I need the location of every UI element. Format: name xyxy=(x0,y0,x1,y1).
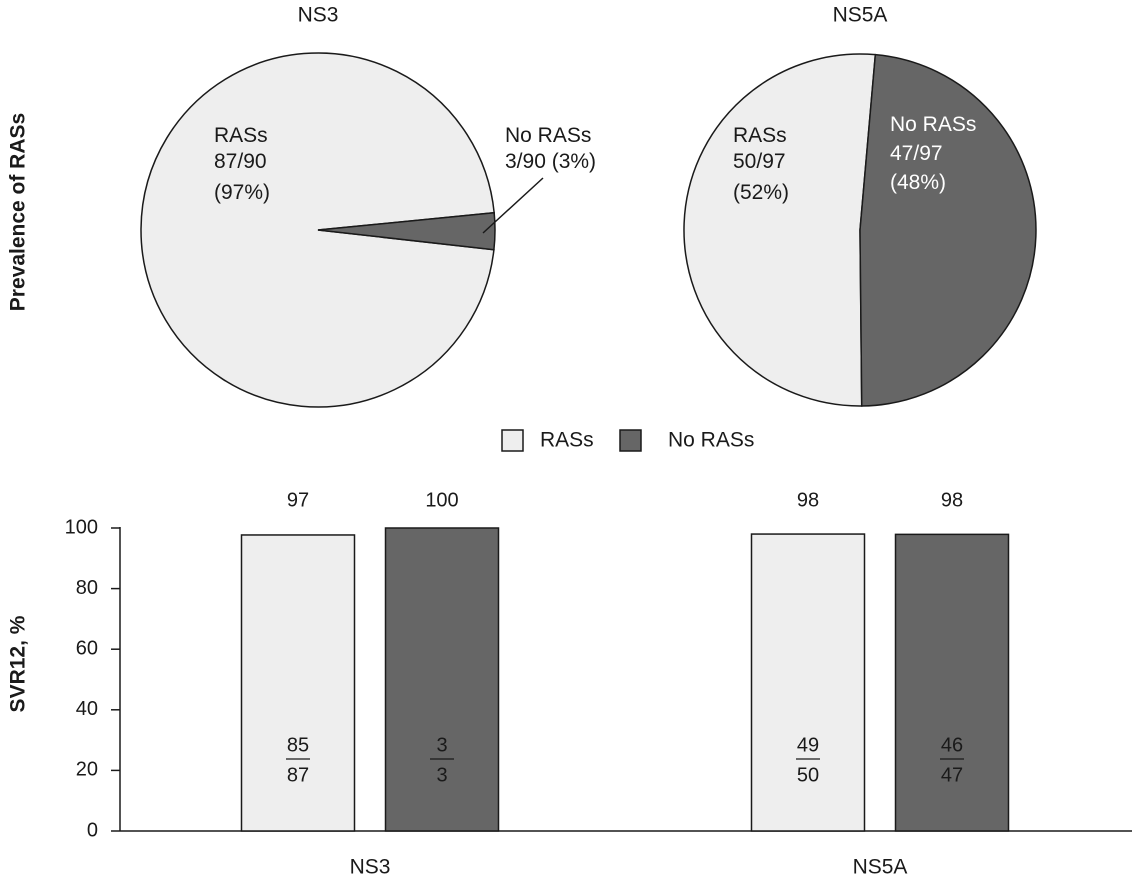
pie-ns3-slice-ras xyxy=(140,52,495,408)
legend-label-ras: RASs xyxy=(540,429,594,452)
bar-fraction-numerator-ns3-ras: 85 xyxy=(287,734,309,756)
pie-ns3-no-ras-label-name: No RASs xyxy=(505,124,591,147)
legend-label-no-ras: No RASs xyxy=(668,429,754,452)
bar-fraction-numerator-ns5a-ras: 49 xyxy=(797,734,819,756)
bar-value-label-ns3-ras: 97 xyxy=(287,489,309,511)
pie-ns5a-no-ras-label: No RASs 47/97 (48%) xyxy=(890,113,982,194)
bar-y-tick-label: 40 xyxy=(76,698,98,720)
bar-ns3-no-ras xyxy=(384,527,500,832)
pie-ns5a-ras-label: RASs 50/97 (52%) xyxy=(733,124,793,204)
bar-fraction-numerator-ns5a-no-ras: 46 xyxy=(941,734,963,756)
bar-ns5a-no-ras xyxy=(894,533,1010,832)
pie-ns3-no-ras-label: No RASs 3/90 (3%) xyxy=(505,124,597,173)
bar-y-tick-label: 60 xyxy=(76,637,98,659)
bar-value-label-ns5a-no-ras: 98 xyxy=(941,489,963,511)
pie-ns5a xyxy=(683,53,1037,407)
bar-y-tick-label: 80 xyxy=(76,577,98,599)
bar-category-label-ns3: NS3 xyxy=(350,856,391,879)
pie-ns3-ras-label-count: 87/90 xyxy=(214,150,267,173)
bar-ns3-ras xyxy=(240,534,356,832)
bar-marks xyxy=(240,527,1010,832)
pie-ns5a-ras-label-count: 50/97 xyxy=(733,150,786,173)
pie-ns3 xyxy=(140,52,496,408)
bar-fraction-numerator-ns3-no-ras: 3 xyxy=(436,734,447,756)
pie-ns5a-slice-ras xyxy=(683,53,877,407)
pie-ns3-ras-label-pct: (97%) xyxy=(214,181,270,204)
bar-ns5a-ras xyxy=(750,533,866,832)
bar-fraction-denominator-ns3-no-ras: 3 xyxy=(436,764,447,786)
bar-fraction-denominator-ns5a-no-ras: 47 xyxy=(941,764,963,786)
pie-ns5a-no-ras-label-name: No RASs xyxy=(890,113,976,136)
pie-ns5a-ras-label-pct: (52%) xyxy=(733,181,789,204)
bar-category-label-ns5a: NS5A xyxy=(853,856,908,879)
pie-ns3-title: NS3 xyxy=(298,4,339,27)
pie-ns5a-slice-no-ras xyxy=(859,53,1037,407)
legend-swatch-ras xyxy=(501,429,524,452)
bar-y-tick-label: 100 xyxy=(65,516,98,538)
pie-ns5a-title: NS5A xyxy=(833,4,888,27)
bar-y-tick-label: 0 xyxy=(87,819,98,841)
pie-ns3-slice-no-ras xyxy=(317,211,496,251)
bar-value-label-ns3-no-ras: 100 xyxy=(425,489,458,511)
legend-swatch-no-ras xyxy=(619,429,642,452)
pie-ns3-leader-line xyxy=(482,177,544,234)
legend: RASs No RASs xyxy=(501,429,754,452)
bar-value-label-ns5a-ras: 98 xyxy=(797,489,819,511)
pie-ns5a-ras-label-name: RASs xyxy=(733,124,787,147)
pie-y-axis-label: Prevalence of RASs xyxy=(7,113,30,311)
pie-ns5a-no-ras-label-pct: (48%) xyxy=(890,171,946,194)
pie-ns3-ras-label: RASs 87/90 (97%) xyxy=(214,124,274,204)
bar-y-axis-label: SVR12, % xyxy=(7,615,30,712)
bar-y-tick-label: 20 xyxy=(76,759,98,781)
pie-ns3-no-ras-label-count: 3/90 (3%) xyxy=(505,150,596,173)
bar-fraction-denominator-ns5a-ras: 50 xyxy=(797,764,819,786)
pie-ns3-ras-label-name: RASs xyxy=(214,124,268,147)
bar-fraction-denominator-ns3-ras: 87 xyxy=(287,764,309,786)
pie-ns5a-no-ras-label-count: 47/97 xyxy=(890,142,943,165)
